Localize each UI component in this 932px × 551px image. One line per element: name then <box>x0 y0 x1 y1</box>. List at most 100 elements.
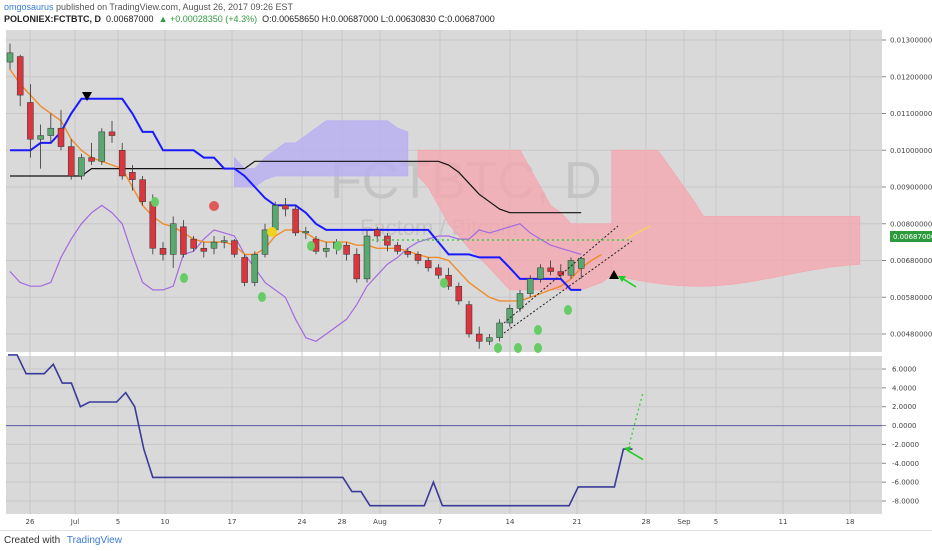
price-tick-label: 0.00480000 <box>890 331 932 339</box>
signal-dot <box>334 241 342 251</box>
signal-dot <box>151 197 159 207</box>
candle-bearish <box>394 244 401 252</box>
symbol-label: POLONIEX:FCTBTC, D <box>4 14 101 24</box>
time-axis: 26 Jul 5 10 17 24 28 Aug 7 14 21 28 Sep 5 11 18 <box>26 518 855 526</box>
cloud-bullish <box>234 120 409 188</box>
price-axis: 0.01300000 0.01200000 0.01100000 0.01000000… <box>882 37 932 506</box>
tradingview-link[interactable]: TradingView <box>66 535 122 546</box>
last-price-tag: 0.00687000 <box>890 231 932 242</box>
candle-bullish <box>37 135 44 140</box>
candle-bearish <box>139 179 146 202</box>
price-tick-label: 0.01100000 <box>890 110 932 118</box>
time-tick-label: 28 <box>338 518 347 526</box>
candle-bullish <box>516 293 524 309</box>
osc-tick-label: -4.0000 <box>892 460 919 468</box>
ohlc-values: O:0.00658650 H:0.00687000 L:0.00630830 C… <box>262 14 495 24</box>
candle-bullish <box>526 278 534 294</box>
candle-bullish <box>169 223 177 255</box>
cloud-bearish-forward <box>611 149 861 287</box>
candle-bearish <box>67 146 75 177</box>
time-tick-label: 5 <box>714 518 718 526</box>
candle-bearish <box>465 304 473 335</box>
candle-bearish <box>373 229 381 237</box>
time-tick-label: 10 <box>161 518 170 526</box>
signal-dot <box>564 305 572 315</box>
chart-canvas[interactable]: FCTBTC, D Factom / Bitcoin 0.013000000.0… <box>0 28 932 530</box>
candle-bearish <box>475 333 483 342</box>
price-tick-label: 0.01000000 <box>890 147 932 155</box>
signal-dot <box>258 292 266 302</box>
price-tick-label: 0.00900000 <box>890 184 932 192</box>
candle-bearish <box>557 271 565 276</box>
osc-tick-label: -2.0000 <box>892 441 919 449</box>
time-tick-label: Aug <box>373 518 387 526</box>
signal-dot <box>534 343 542 353</box>
candle-bullish <box>98 131 106 162</box>
price-tick-label: 0.00580000 <box>890 294 932 302</box>
candle-bullish <box>78 157 85 177</box>
time-tick-label: Jul <box>70 518 80 526</box>
candle-bearish <box>180 226 187 255</box>
time-tick-label: 24 <box>298 518 307 526</box>
candle-bearish <box>424 260 432 269</box>
oscillator <box>6 354 882 507</box>
candle-bearish <box>88 157 95 162</box>
osc-tick-label: -6.0000 <box>892 479 919 487</box>
candle-bearish <box>241 257 248 283</box>
candle-bullish <box>210 241 218 249</box>
oscillator-line <box>8 354 633 507</box>
osc-tick-label: -8.0000 <box>892 498 919 506</box>
candle-bearish <box>200 248 208 252</box>
signal-dot <box>534 325 542 335</box>
signal-dot-red <box>209 201 219 211</box>
time-tick-label: 17 <box>228 518 237 526</box>
osc-tick-label: 0.0000 <box>892 422 917 430</box>
candle-bearish <box>129 172 136 180</box>
publish-text: published on TradingView.com, August 26,… <box>56 2 294 12</box>
candle-bearish <box>231 240 238 255</box>
candle-bearish <box>159 248 167 255</box>
candle-bullish <box>251 254 259 283</box>
time-tick-label: 7 <box>438 518 442 526</box>
up-arrow-marker <box>609 270 619 279</box>
last-price: 0.00687000 <box>106 14 154 24</box>
publish-line: omgosaurus published on TradingView.com,… <box>4 2 293 12</box>
candle-bullish <box>577 258 585 269</box>
candle-bearish <box>149 201 157 249</box>
candle-bearish <box>343 244 350 255</box>
base-line <box>10 160 582 214</box>
time-tick-label: 5 <box>116 518 120 526</box>
signal-dot <box>307 241 315 251</box>
candle-bearish <box>292 208 299 234</box>
candle-bearish <box>435 267 442 276</box>
candles <box>6 43 585 349</box>
signal-dot <box>514 343 522 353</box>
signal-dot <box>494 343 502 353</box>
candle-bullish <box>302 231 310 234</box>
created-with-text: Created with <box>4 535 61 546</box>
candle-bullish <box>537 267 544 280</box>
candle-bullish <box>220 240 228 243</box>
down-arrow-marker <box>82 92 92 101</box>
change-value: ▲ +0.00028350 (+4.3%) <box>158 14 258 24</box>
price-tick-label: 0.00800000 <box>890 220 932 228</box>
candle-bearish <box>27 102 34 140</box>
symbol-line: POLONIEX:FCTBTC, D 0.00687000 ▲ +0.00028… <box>4 14 495 24</box>
osc-tick-label: 2.0000 <box>892 403 917 411</box>
candle-bullish <box>322 248 330 252</box>
time-tick-label: 28 <box>642 518 651 526</box>
signal-dot <box>440 278 448 288</box>
candle-bearish <box>414 254 422 261</box>
signal-dot <box>180 273 188 283</box>
channel-upper <box>503 225 619 324</box>
candle-bearish <box>57 127 65 147</box>
candle-bearish <box>282 205 289 210</box>
green-arrowhead <box>618 276 626 282</box>
osc-green-arrow <box>626 449 644 461</box>
candle-bearish <box>547 267 554 272</box>
candle-bearish <box>404 251 412 255</box>
price-tag-box <box>890 231 932 242</box>
time-tick-label: 14 <box>506 518 515 526</box>
candle-bearish <box>108 131 116 136</box>
author-link[interactable]: omgosaurus <box>4 2 54 12</box>
